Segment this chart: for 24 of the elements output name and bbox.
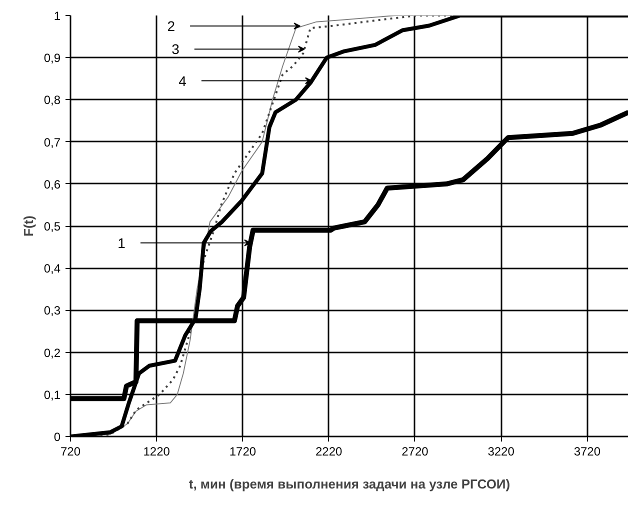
y-tick-label: 0,4 [44,262,61,276]
y-tick-label: 0,9 [44,51,61,66]
y-tick-label: 0 [54,430,61,444]
x-tick-label: 2220 [315,444,343,458]
y-tick-label: 0,7 [44,135,61,150]
y-tick-label: 0,8 [44,93,61,108]
annotation: 3 [172,41,180,58]
x-axis-title: t, мин (время выполнения задачи на узле РГСОИ) [188,476,510,492]
annotation: 2 [167,18,176,34]
annotation: 1 [118,234,126,251]
y-tick-label: 0,2 [44,346,61,360]
y-tick-label: 1 [54,9,61,23]
annotation: 4 [178,72,187,89]
x-tick-label: 1720 [229,444,256,458]
x-tick-label: 3220 [488,444,515,458]
y-tick-label: 0,3 [44,304,61,318]
y-tick-label: 0,5 [44,220,61,234]
x-tick-label: 720 [60,444,81,458]
x-tick-label: 3720 [574,444,601,458]
x-tick-label: 2720 [402,444,429,458]
y-tick-label: 0,6 [44,177,61,192]
y-axis-title: F(t) [20,216,36,236]
x-tick-label: 1220 [143,444,170,458]
y-tick-label: 0,1 [44,388,61,402]
